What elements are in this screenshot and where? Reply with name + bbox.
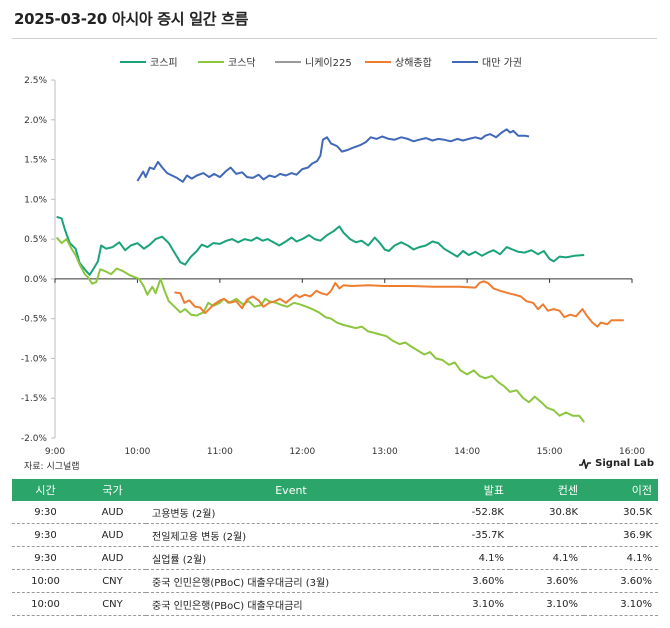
cell-consensus	[510, 523, 584, 547]
cell-actual: -35.7K	[436, 523, 510, 547]
cell-country: CNY	[79, 592, 146, 616]
table-row: 9:30 AUD 실업률 (2월) 4.1% 4.1% 4.1%	[12, 546, 658, 570]
legend-label: 대만 가권	[482, 57, 522, 69]
y-tick-label: -1.0%	[21, 354, 48, 364]
cell-time: 9:30	[12, 501, 79, 524]
cell-time: 9:30	[12, 546, 79, 570]
y-tick-label: -0.5%	[21, 315, 48, 325]
y-tick-label: 1.0%	[24, 195, 47, 205]
y-tick-label: 2.0%	[24, 116, 47, 126]
cell-previous: 4.1%	[584, 546, 658, 570]
series-line	[174, 280, 624, 328]
y-tick-label: 1.5%	[24, 156, 47, 166]
cell-country: AUD	[79, 546, 146, 570]
brand-name: Signal Lab	[595, 458, 654, 469]
cell-time: 9:30	[12, 523, 79, 547]
series-line	[56, 215, 585, 276]
table-row: 10:00 CNY 중국 인민은행(PBoC) 대출우대금리 3.10% 3.1…	[12, 592, 658, 616]
x-tick-label: 11:00	[207, 447, 233, 457]
cell-event: 전일제고용 변동 (2월)	[146, 523, 436, 547]
page-title: 2025-03-20 아시아 증시 일간 흐름	[14, 10, 249, 28]
x-tick-label: 15:00	[537, 447, 563, 457]
legend-label: 상해종합	[395, 56, 432, 69]
table-row: 9:30 AUD 전일제고용 변동 (2월) -35.7K 36.9K	[12, 523, 658, 547]
chart-series	[55, 128, 624, 423]
chart-legend: 코스피 코스닥 니케이225 상해종합 대만 가권	[120, 56, 522, 69]
cell-event: 중국 인민은행(PBoC) 대출우대금리 (3월)	[146, 569, 436, 593]
legend-label: 코스피	[150, 57, 178, 69]
col-header-previous: 이전	[584, 479, 658, 501]
cell-consensus: 3.60%	[510, 569, 584, 593]
cell-previous: 30.5K	[584, 501, 658, 524]
table-row: 9:30 AUD 고용변동 (2월) -52.8K 30.8K 30.5K	[12, 501, 658, 524]
cell-actual: 4.1%	[436, 546, 510, 570]
cell-country: AUD	[79, 501, 146, 524]
legend-label: 코스닥	[228, 57, 256, 69]
cell-previous: 3.60%	[584, 569, 658, 593]
cell-consensus: 3.10%	[510, 592, 584, 616]
event-table: 시간 국가 Event 발표 컨센 이전 9:30 AUD 고용변동 (2월) …	[12, 479, 658, 616]
cell-time: 10:00	[12, 592, 79, 616]
chart-axes: -2.0% -1.5% -1.0% -0.5% 0.0% 0.5% 1.0% 1.5% 2.0%…	[21, 76, 645, 457]
series-line	[55, 236, 585, 423]
y-tick-label: -1.5%	[21, 394, 48, 404]
cell-actual: 3.60%	[436, 569, 510, 593]
series-line	[136, 128, 530, 183]
cell-country: CNY	[79, 569, 146, 593]
line-chart: 코스피 코스닥 니케이225 상해종합 대만 가권 -2.0% -1.5% -1.0% -0.…	[21, 56, 645, 457]
signal-wave-icon	[579, 458, 592, 469]
x-tick-label: 12:00	[289, 447, 315, 457]
x-tick-label: 9:00	[45, 447, 65, 457]
title-divider	[12, 38, 657, 39]
cell-event: 실업률 (2월)	[146, 546, 436, 570]
x-tick-label: 16:00	[619, 447, 645, 457]
col-header-consensus: 컨센	[510, 479, 584, 501]
y-tick-label: 0.5%	[24, 235, 47, 245]
x-tick-label: 14:00	[454, 447, 480, 457]
col-header-time: 시간	[12, 479, 79, 501]
cell-actual: 3.10%	[436, 592, 510, 616]
cell-previous: 36.9K	[584, 523, 658, 547]
table-row: 10:00 CNY 중국 인민은행(PBoC) 대출우대금리 (3월) 3.60…	[12, 569, 658, 593]
y-tick-label: 2.5%	[24, 76, 47, 86]
col-header-country: 국가	[79, 479, 146, 501]
legend-label: 니케이225	[305, 57, 352, 69]
cell-event: 중국 인민은행(PBoC) 대출우대금리	[146, 592, 436, 616]
source-note: 자료: 시그널랩	[24, 462, 80, 472]
cell-consensus: 4.1%	[510, 546, 584, 570]
col-header-event: Event	[146, 479, 436, 501]
brand-logo: Signal Lab	[579, 458, 654, 469]
cell-consensus: 30.8K	[510, 501, 584, 524]
x-tick-label: 13:00	[372, 447, 398, 457]
event-table-header: 시간 국가 Event 발표 컨센 이전	[12, 479, 658, 501]
cell-country: AUD	[79, 523, 146, 547]
cell-actual: -52.8K	[436, 501, 510, 524]
x-tick-label: 10:00	[124, 447, 150, 457]
col-header-actual: 발표	[436, 479, 510, 501]
cell-previous: 3.10%	[584, 592, 658, 616]
cell-time: 10:00	[12, 569, 79, 593]
y-tick-label: 0.0%	[24, 275, 47, 285]
y-tick-label: -2.0%	[21, 434, 48, 444]
cell-event: 고용변동 (2월)	[146, 501, 436, 524]
